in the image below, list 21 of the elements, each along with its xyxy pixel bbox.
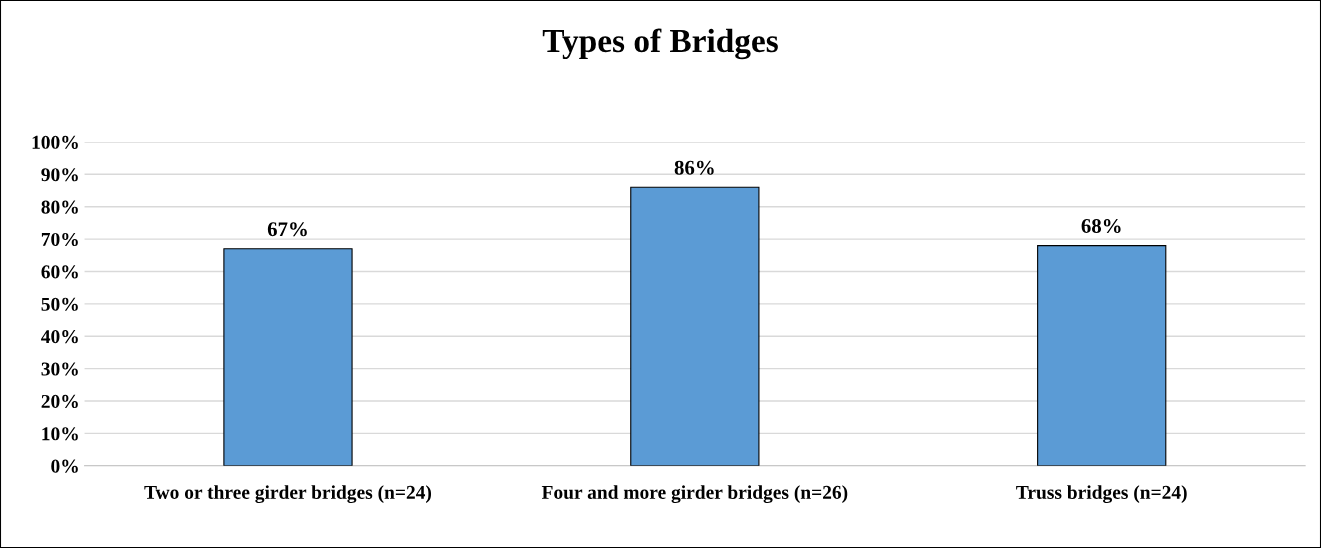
chart-title: Types of Bridges — [542, 28, 778, 60]
y-tick-label: 20% — [41, 394, 78, 409]
y-tick-label: 60% — [41, 265, 78, 279]
data-label: 67% — [267, 222, 307, 237]
bar — [1037, 245, 1167, 466]
bar — [630, 186, 760, 466]
x-tick-label: Two or three girder bridges (n=24) — [144, 485, 432, 504]
y-tick-label: 30% — [41, 362, 78, 376]
y-tick-label: 90% — [41, 168, 78, 182]
y-tick-label: 50% — [41, 297, 78, 311]
x-tick-label: Truss bridges (n=24) — [1016, 485, 1187, 504]
y-tick-label: 70% — [41, 232, 78, 247]
y-tick-label: 40% — [41, 330, 78, 344]
y-tick-label: 0% — [51, 459, 78, 473]
y-tick-label: 100% — [32, 135, 78, 149]
data-label: 86% — [674, 160, 714, 175]
y-tick-label: 10% — [42, 427, 78, 441]
y-tick-label: 80% — [41, 200, 78, 214]
bar — [223, 248, 353, 466]
x-tick-label: Four and more girder bridges (n=26) — [541, 485, 848, 504]
data-label: 68% — [1081, 218, 1121, 234]
